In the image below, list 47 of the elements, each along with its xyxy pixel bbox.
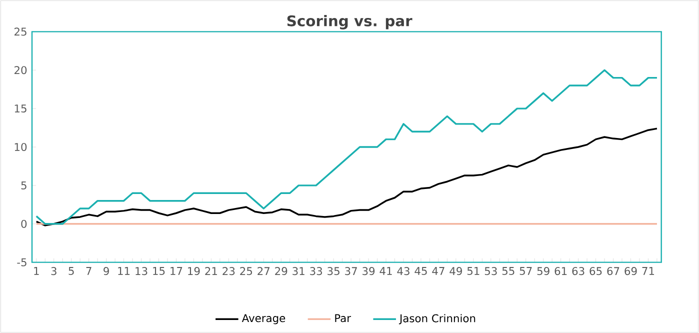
chart-title: Scoring vs. par: [287, 15, 412, 30]
x-tick-label: 39: [362, 267, 375, 276]
x-tick-label: 3: [51, 267, 56, 276]
x-tick-label: 11: [118, 267, 130, 275]
x-tick-label: 31: [292, 267, 304, 276]
x-tick-label: 17: [170, 267, 182, 275]
x-tick-label: 23: [222, 267, 235, 276]
x-tick-label: 29: [275, 267, 288, 276]
x-tick-label: 43: [397, 267, 410, 276]
x-tick-label: 19: [188, 267, 200, 276]
x-tick-label: 65: [590, 267, 602, 276]
x-tick-label: 35: [328, 267, 340, 276]
x-tick-label: 63: [572, 267, 584, 276]
y-tick-label: 20: [14, 66, 27, 74]
x-tick-label: 67: [607, 267, 620, 276]
x-tick-label: 15: [153, 267, 165, 275]
x-tick-label: 1: [34, 267, 39, 275]
x-tick-label: 33: [310, 267, 322, 276]
x-tick-label: 57: [520, 267, 532, 275]
x-tick-label: 37: [345, 267, 357, 276]
x-tick-label: 61: [554, 267, 567, 276]
x-tick-label: 13: [136, 267, 148, 276]
x-tick-label: 53: [484, 267, 497, 276]
x-tick-label: 55: [502, 267, 514, 275]
x-tick-label: 45: [414, 267, 427, 275]
x-tick-label: 59: [537, 267, 550, 276]
x-tick-label: 41: [380, 267, 392, 275]
x-tick-label: 49: [450, 267, 462, 276]
legend-label: Average: [242, 314, 286, 324]
y-tick-label: 10: [14, 142, 27, 152]
x-tick-label: 5: [68, 267, 74, 275]
y-tick-label: 25: [14, 28, 26, 36]
y-tick-label: -5: [17, 258, 26, 266]
x-tick-label: 21: [205, 267, 217, 275]
legend-label: Par: [335, 314, 352, 322]
x-tick-label: 9: [104, 267, 109, 276]
y-tick-label: 15: [14, 104, 26, 113]
x-tick-label: 47: [432, 267, 444, 275]
x-tick-label: 25: [240, 267, 252, 276]
x-tick-label: 7: [86, 267, 92, 275]
legend-label: Jason Crinnion: [398, 314, 476, 324]
y-tick-label: 5: [21, 181, 26, 190]
x-tick-label: 51: [467, 267, 480, 275]
x-tick-label: 71: [642, 267, 654, 275]
x-tick-label: 27: [258, 267, 270, 275]
x-tick-label: 69: [624, 267, 637, 276]
y-tick-label: 0: [21, 220, 27, 228]
